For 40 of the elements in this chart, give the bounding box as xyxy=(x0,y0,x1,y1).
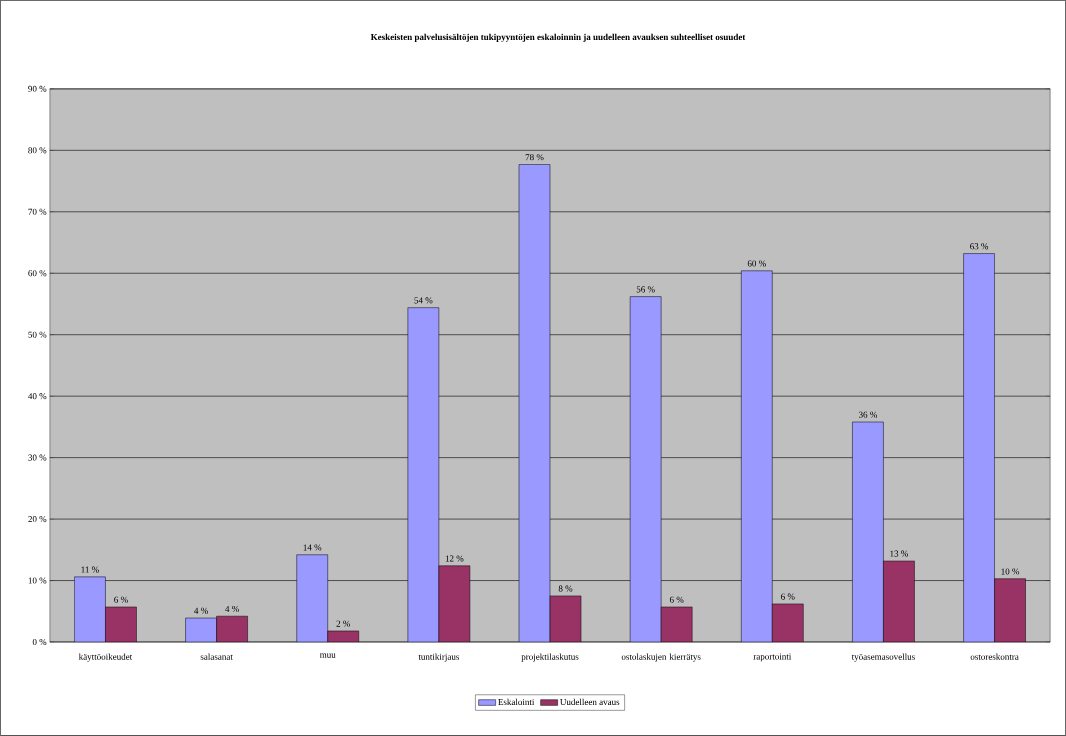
data-label: 6 % xyxy=(781,593,795,600)
data-label: 2 % xyxy=(336,620,351,627)
x-tick-label: raportointi xyxy=(753,653,792,662)
data-label: 6 % xyxy=(669,596,684,603)
data-label: 60 % xyxy=(747,260,766,267)
x-tick-label: muu xyxy=(319,653,336,658)
data-label: 12 % xyxy=(445,555,464,562)
y-tick-label: 30 % xyxy=(28,454,47,461)
x-tick-label: salasanat xyxy=(200,653,233,660)
data-label: 63 % xyxy=(970,243,989,250)
x-tick-label: työasemasovellus xyxy=(851,653,915,662)
y-tick-label: 0 % xyxy=(32,639,47,646)
data-label: 11 % xyxy=(81,566,99,573)
data-label: 8 % xyxy=(558,585,573,592)
data-label: 56 % xyxy=(636,286,655,293)
data-label: 78 % xyxy=(525,154,544,161)
legend-label: Eskalointi xyxy=(498,698,535,706)
y-tick-label: 70 % xyxy=(28,208,47,215)
x-tick-label: käyttöoikeudet xyxy=(78,653,133,662)
x-tick-label: projektilaskutus xyxy=(521,653,579,662)
y-tick-label: 50 % xyxy=(28,331,47,338)
y-tick-label: 20 % xyxy=(28,516,47,523)
x-tick-label: ostoreskontra xyxy=(970,653,1019,660)
data-label: 36 % xyxy=(858,411,877,418)
legend-label: Uudelleen avaus xyxy=(560,698,620,706)
y-tick-label: 10 % xyxy=(28,577,47,584)
data-label: 10 % xyxy=(1001,568,1020,575)
data-label: 13 % xyxy=(890,550,908,557)
data-label: 4 % xyxy=(194,607,208,614)
data-label: 14 % xyxy=(303,544,322,551)
y-tick-label: 80 % xyxy=(28,147,47,154)
data-label: 4 % xyxy=(225,605,239,613)
data-label: 54 % xyxy=(414,297,433,304)
y-tick-label: 40 % xyxy=(28,393,47,400)
data-label: 6 % xyxy=(114,596,128,603)
y-tick-label: 60 % xyxy=(28,270,47,277)
chart-title: Keskeisten palvelusisältöjen tukipyyntöjen eskaloinnin ja uudelleen avauksen suhteelliset osuudet xyxy=(370,33,746,42)
x-tick-label: ostolaskujen kierrätys xyxy=(621,653,701,662)
x-tick-label: tuntikirjaus xyxy=(418,653,460,662)
y-tick-label: 90 % xyxy=(28,85,47,92)
